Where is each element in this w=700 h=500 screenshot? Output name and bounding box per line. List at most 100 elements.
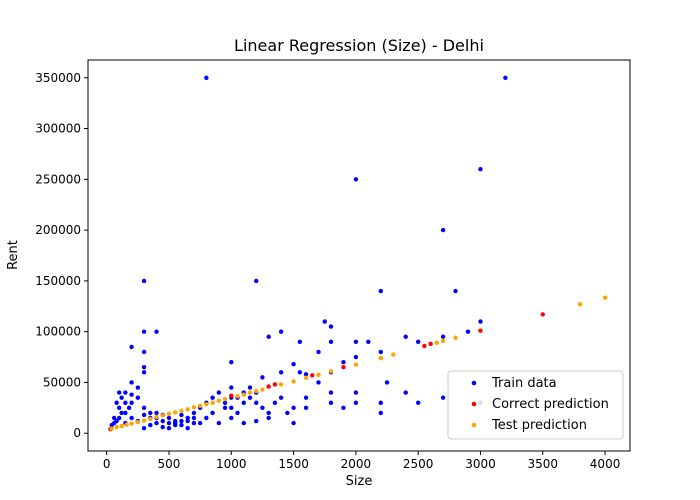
- test-prediction-point: [124, 422, 129, 427]
- correct-prediction-point: [428, 341, 433, 347]
- test-prediction-point: [216, 398, 222, 403]
- legend-box: [447, 370, 624, 440]
- test-prediction-point: [119, 423, 124, 429]
- train-data-point: [297, 370, 303, 375]
- train-data-point: [141, 425, 147, 431]
- train-data-point: [141, 370, 147, 375]
- train-data-point: [229, 359, 234, 365]
- correct-prediction-point: [266, 384, 271, 389]
- train-data-point: [266, 410, 271, 416]
- test-prediction-point: [278, 382, 284, 387]
- train-data-point: [378, 410, 383, 416]
- train-data-point: [216, 420, 222, 426]
- test-prediction-point: [241, 392, 246, 397]
- train-data-point: [160, 418, 165, 424]
- plot-frame: [87, 59, 631, 452]
- train-data-point: [303, 405, 309, 411]
- train-data-point: [297, 339, 303, 345]
- x-tick-label: 1000: [216, 457, 247, 471]
- train-data-point: [204, 75, 209, 80]
- correct-prediction-point: [272, 382, 278, 387]
- train-data-point: [135, 385, 141, 390]
- train-data-point: [179, 412, 184, 418]
- train-data-point: [260, 405, 265, 411]
- test-prediction-point: [109, 426, 114, 431]
- train-data-point: [303, 395, 309, 400]
- test-prediction-point: [434, 340, 440, 346]
- correct-prediction-point: [229, 393, 234, 398]
- train-data-point: [341, 405, 346, 411]
- correct-prediction-point: [422, 343, 427, 349]
- train-data-point: [316, 349, 321, 355]
- train-data-point: [266, 415, 271, 421]
- test-prediction-point: [440, 338, 446, 344]
- correct-prediction-point: [540, 312, 545, 317]
- test-prediction-point: [179, 408, 184, 414]
- train-data-point: [185, 425, 190, 431]
- train-data-point: [291, 361, 296, 367]
- train-data-point: [141, 349, 147, 355]
- train-data-point: [453, 288, 458, 294]
- train-data-point: [141, 405, 147, 411]
- train-data-point: [166, 420, 172, 426]
- train-data-point: [210, 410, 215, 416]
- train-data-point: [119, 395, 124, 400]
- train-data-point: [129, 380, 134, 385]
- test-prediction-point: [185, 407, 190, 412]
- x-tick-label: 2000: [341, 457, 372, 471]
- train-data-point: [415, 400, 421, 405]
- train-data-point: [141, 412, 147, 418]
- train-data-point: [260, 375, 265, 380]
- train-data-point: [116, 415, 122, 421]
- legend-label-train: Train data: [491, 376, 557, 391]
- legend-label-correct: Correct prediction: [492, 397, 609, 412]
- train-data-point: [316, 380, 321, 385]
- legend-marker-train: [471, 380, 477, 386]
- train-data-point: [328, 390, 334, 395]
- y-tick-label: 50000: [43, 375, 81, 389]
- train-data-point: [173, 418, 178, 424]
- x-tick-label: 1500: [278, 457, 309, 471]
- train-data-point: [384, 380, 390, 385]
- test-prediction-point: [328, 369, 334, 374]
- train-data-point: [123, 410, 128, 416]
- train-data-point: [185, 418, 190, 424]
- train-data-point: [116, 405, 122, 411]
- train-data-point: [191, 415, 197, 421]
- train-data-point: [148, 410, 153, 416]
- y-tick-label: 250000: [35, 172, 81, 186]
- correct-prediction-point: [341, 365, 346, 370]
- x-tick-label: 3500: [528, 457, 559, 471]
- train-data-point: [123, 400, 128, 405]
- train-data-point: [247, 385, 253, 390]
- test-prediction-point: [191, 405, 197, 410]
- train-data-point: [503, 75, 508, 80]
- train-data-point: [111, 415, 117, 421]
- test-prediction-point: [204, 402, 209, 407]
- test-prediction-point: [291, 379, 296, 384]
- train-data-point: [109, 422, 114, 428]
- train-data-point: [154, 420, 159, 426]
- train-data-point: [123, 390, 128, 395]
- train-data-point: [285, 410, 290, 416]
- x-tick-label: 4000: [590, 457, 621, 471]
- test-prediction-point: [378, 355, 383, 361]
- train-data-point: [278, 370, 284, 375]
- y-tick-label: 100000: [35, 325, 81, 339]
- train-data-point: [366, 339, 371, 345]
- train-data-point: [353, 400, 359, 405]
- test-prediction-point: [197, 403, 203, 409]
- legend: Train data Correct prediction Test predi…: [447, 370, 624, 440]
- train-data-point: [135, 395, 141, 400]
- y-tick-label: 300000: [35, 122, 81, 136]
- test-prediction-point: [141, 418, 147, 423]
- x-tick-label: 2500: [403, 457, 434, 471]
- test-prediction-point: [135, 419, 141, 425]
- train-data-point: [353, 177, 359, 182]
- train-data-point: [129, 392, 134, 397]
- test-prediction-point: [210, 400, 215, 405]
- points-layer: [108, 75, 608, 432]
- train-data-point: [241, 400, 246, 405]
